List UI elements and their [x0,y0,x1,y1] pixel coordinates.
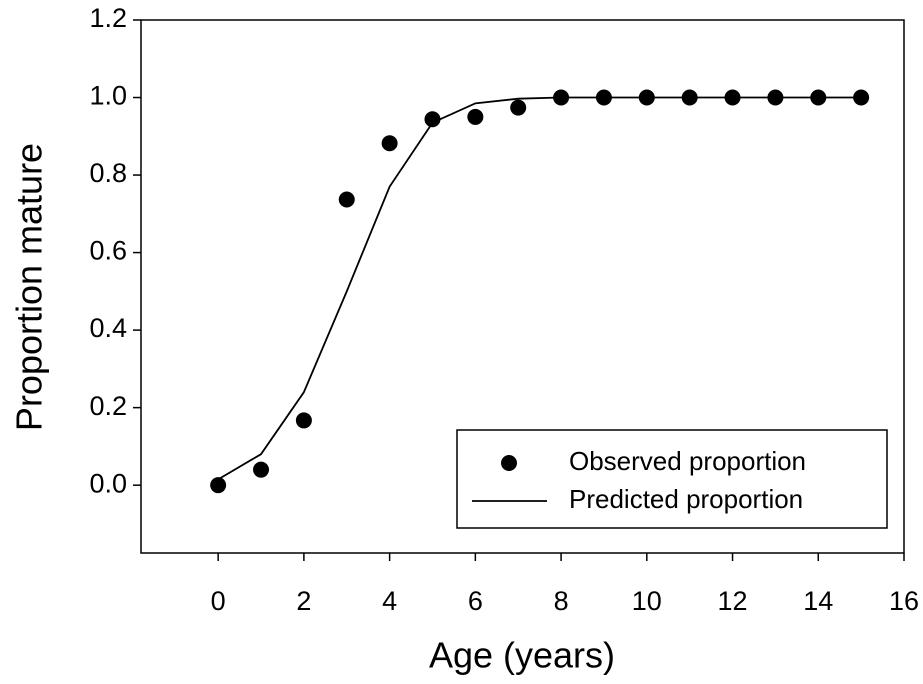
x-tick-label: 16 [889,586,919,616]
y-tick-label: 0.0 [89,468,127,498]
y-axis-label: Proportion mature [9,143,50,431]
x-tick-label: 4 [382,586,397,616]
observed-point [381,135,398,152]
y-tick-label: 0.6 [89,236,127,266]
observed-point [338,191,355,208]
y-tick-label: 0.2 [89,391,127,421]
observed-point [424,111,441,128]
y-tick-label: 0.8 [89,158,127,188]
observed-point [467,108,484,125]
x-tick-label: 0 [211,586,226,616]
observed-point [210,477,227,494]
legend-label: Predicted proportion [569,484,803,514]
observed-point [295,412,312,429]
y-tick-label: 1.0 [89,81,127,111]
observed-point [253,461,270,478]
x-tick-label: 12 [718,586,748,616]
x-tick-label: 6 [468,586,483,616]
y-tick-label: 0.4 [89,313,127,343]
legend-box [456,429,888,529]
observed-point [510,99,527,116]
x-tick-label: 2 [296,586,311,616]
x-axis-label: Age (years) [429,635,615,676]
x-tick-label: 8 [554,586,569,616]
plot-frame [140,19,905,554]
predicted-line [217,96,862,481]
legend-marker [501,455,517,471]
legend-label: Observed proportion [569,446,806,476]
x-tick-label: 10 [632,586,662,616]
x-tick-label: 14 [803,586,833,616]
y-tick-label: 1.2 [89,3,127,33]
